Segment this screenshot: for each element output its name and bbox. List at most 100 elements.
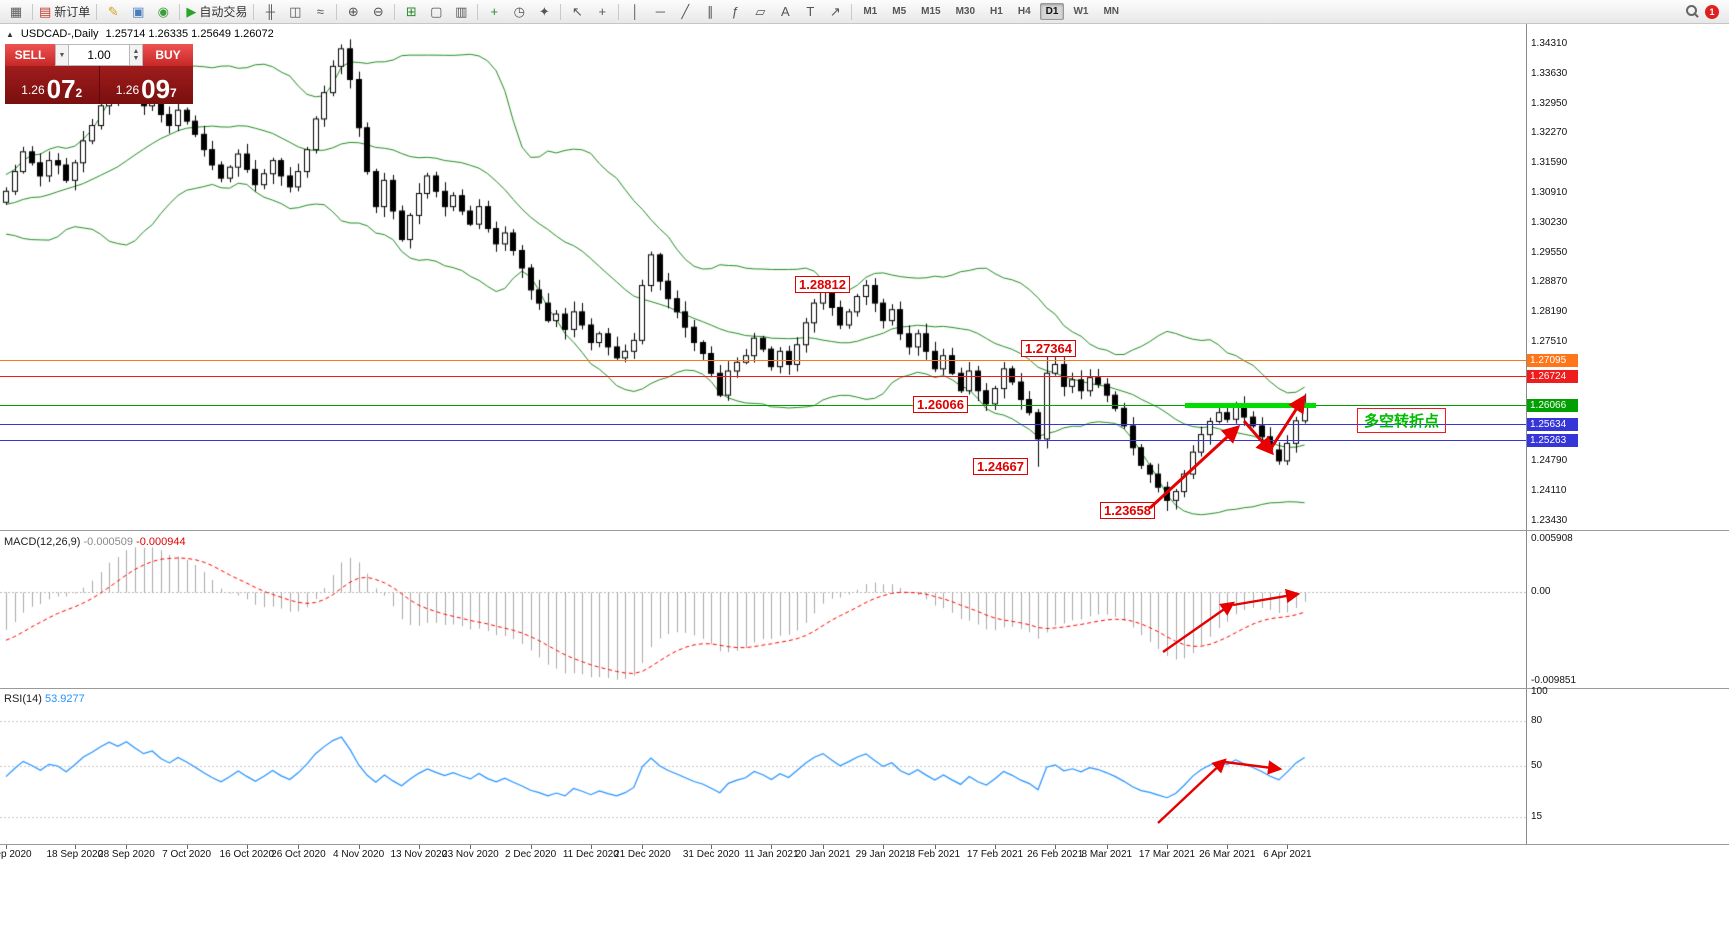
toolbar-separator [851,3,853,20]
arrange-windows-icon[interactable]: ▥ [449,2,473,22]
sell-button[interactable]: SELL [5,44,55,66]
zoom-in-icon[interactable]: ⊕ [341,2,365,22]
shapes-icon[interactable]: ▱ [748,2,772,22]
price-axis-label: 1.32270 [1531,127,1568,139]
price-label-box[interactable]: 1.26066 [913,396,968,414]
arrows-tool-icon[interactable]: ↗ [823,2,847,22]
timeframe-m30[interactable]: M30 [955,6,976,17]
templates-icon[interactable]: ✦ [532,2,556,22]
metaeditor-icon[interactable]: ✎ [101,2,125,22]
date-axis-label: 17 Mar 2021 [1138,849,1196,860]
autotrading-button[interactable]: ▶ 自动交易 [184,2,249,22]
date-axis-label: 29 Jan 2021 [855,849,911,860]
chart-symbol-period: USDCAD-,Daily [20,28,99,40]
tile-windows-icon[interactable]: ⊞ [399,2,423,22]
zoom-out-icon: ⊖ [372,4,384,19]
price-scale-separator [1526,24,1527,844]
line-chart-mode-icon[interactable]: ≈ [308,2,332,22]
support-line-1-25263[interactable] [0,440,1526,442]
buy-price[interactable]: 1.26 09 7 [100,66,194,104]
macd-axis-label: 0.00 [1531,585,1551,597]
market-icon: ◉ [157,4,169,19]
date-tick [298,845,300,849]
macd-main-value: -0.000509 [83,536,134,548]
date-axis-label: 8 Mar 2021 [1081,849,1133,860]
price-axis-label: 1.33630 [1531,67,1568,79]
date-axis-label: 26 Oct 2020 [271,849,326,860]
channel-icon[interactable]: ∥ [698,2,722,22]
panel-separator[interactable] [0,530,1729,531]
turning-point-label[interactable]: 多空转折点 [1357,408,1447,433]
date-axis-label: 6 Apr 2021 [1263,849,1312,860]
bar-chart-mode-icon[interactable]: ╫ [258,2,282,22]
market-icon[interactable]: ◉ [151,2,175,22]
buy-button[interactable]: BUY [143,44,193,66]
label-icon: T [806,4,815,19]
new-order-button[interactable]: ▤ 新订单 [37,2,92,22]
price-axis-label: 1.30910 [1531,187,1568,199]
chart-ohlc-values: 1.25714 1.26335 1.25649 1.26072 [105,28,274,40]
notifications-badge[interactable]: 1 [1705,4,1719,19]
volume-dropdown[interactable]: ▼ [55,44,69,66]
turning-level-zone-line[interactable] [1185,403,1316,409]
cascade-windows-icon[interactable]: ▢ [424,2,448,22]
price-tag: 1.26724 [1527,370,1578,384]
new-chart-icon[interactable]: ▦ [4,2,28,22]
price-label-box[interactable]: 1.27364 [1021,339,1076,357]
date-axis-label: 2 Dec 2020 [505,849,557,860]
timeframe-w1[interactable]: W1 [1073,6,1089,17]
resistance-line-1-27095[interactable] [0,359,1526,361]
date-axis-label: 8 Sep 2020 [0,849,32,860]
vertical-line-icon[interactable]: │ [623,2,647,22]
price-label-box[interactable]: 1.28812 [795,276,850,294]
toolbar-separator [394,3,396,20]
candlestick-mode-icon[interactable]: ◫ [283,2,307,22]
price-label-box[interactable]: 1.23658 [1100,501,1155,519]
price-axis-label: 1.30230 [1531,216,1568,228]
timeframe-h4[interactable]: H4 [1017,6,1031,17]
indicators-add-icon[interactable]: + [482,2,506,22]
macd-axis-label: 0.005908 [1531,532,1573,544]
bar-chart-mode-icon: ╫ [265,4,275,19]
timeframe-m1[interactable]: M1 [863,6,878,17]
timeframe-mn[interactable]: MN [1103,6,1119,17]
one-click-trading-panel: SELL ▼ 1.00 ▲ ▼ BUY 1.26 07 2 1.26 09 7 [5,44,193,104]
volume-spinner[interactable]: ▲ ▼ [129,44,143,66]
vertical-line-icon: │ [631,4,640,19]
zoom-out-icon[interactable]: ⊖ [366,2,390,22]
label-icon[interactable]: T [798,2,822,22]
date-tick [126,845,128,849]
date-axis-label: 17 Feb 2021 [966,849,1024,860]
text-icon[interactable]: A [773,2,797,22]
price-divider [98,66,100,104]
search-button[interactable] [1680,2,1704,22]
trendline-icon[interactable]: ╱ [673,2,697,22]
timeframe-d1[interactable]: D1 [1039,3,1065,20]
date-axis-label: 18 Sep 2020 [46,849,104,860]
cursor-icon[interactable]: ↖ [565,2,589,22]
periods-icon: ◷ [513,4,525,19]
horizontal-line-icon[interactable]: ─ [648,2,672,22]
crosshair-icon[interactable]: + [590,2,614,22]
buy-price-head: 1.26 [115,83,140,97]
volume-input[interactable]: 1.00 [69,44,129,66]
pivot-line-1-26066[interactable] [0,404,1526,406]
resistance-line-1-26724[interactable] [0,376,1526,378]
price-label-box[interactable]: 1.24667 [973,457,1028,475]
profiles-icon[interactable]: ▣ [126,2,150,22]
timeframe-m5[interactable]: M5 [892,6,907,17]
support-line-1-25634[interactable] [0,423,1526,425]
cursor-icon: ↖ [571,4,583,19]
date-tick [1167,845,1168,849]
timeframe-m15[interactable]: M15 [921,6,941,17]
fibonacci-icon[interactable]: ƒ [723,2,747,22]
periods-icon[interactable]: ◷ [507,2,531,22]
price-tag: 1.25263 [1527,434,1578,448]
panel-separator[interactable] [0,688,1729,689]
timeframe-h1[interactable]: H1 [990,6,1003,17]
sell-price[interactable]: 1.26 07 2 [5,66,99,104]
one-click-collapse-icon[interactable]: ▲ [6,29,14,39]
date-tick [823,845,824,849]
